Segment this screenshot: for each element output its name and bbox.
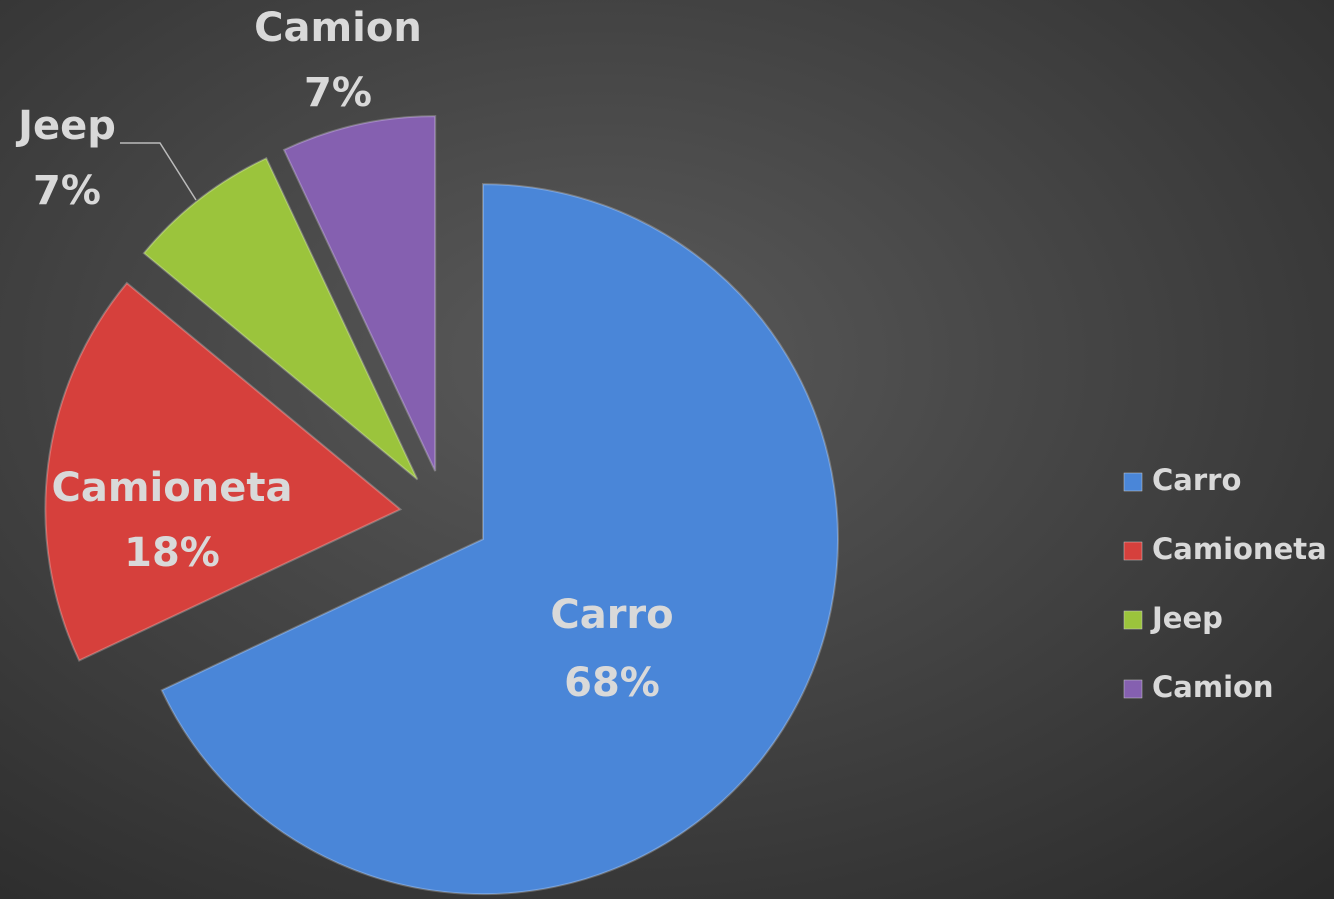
leader-line: [120, 142, 197, 201]
data-label-category: Camioneta: [52, 465, 293, 511]
legend-swatch: [1123, 472, 1143, 492]
legend-swatch: [1123, 541, 1143, 561]
data-label-category: Carro: [550, 592, 673, 638]
data-label-value: 7%: [304, 70, 372, 116]
data-label-category: Camion: [254, 5, 422, 51]
pie-slice: [142, 156, 419, 481]
legend-swatch: [1123, 610, 1143, 630]
data-label-category: Jeep: [15, 103, 116, 149]
data-label-value: 18%: [124, 530, 220, 576]
legend-label: Jeep: [1150, 601, 1223, 635]
pie-slice: [160, 183, 839, 896]
legend-swatch: [1123, 679, 1143, 699]
legend-label: Camioneta: [1152, 532, 1327, 566]
legend-label: Carro: [1152, 463, 1241, 497]
legend-label: Camion: [1152, 670, 1274, 704]
pie-slice: [44, 281, 403, 662]
pie-slice: [282, 115, 437, 472]
data-label-value: 68%: [564, 660, 660, 706]
data-label-value: 7%: [33, 168, 101, 214]
